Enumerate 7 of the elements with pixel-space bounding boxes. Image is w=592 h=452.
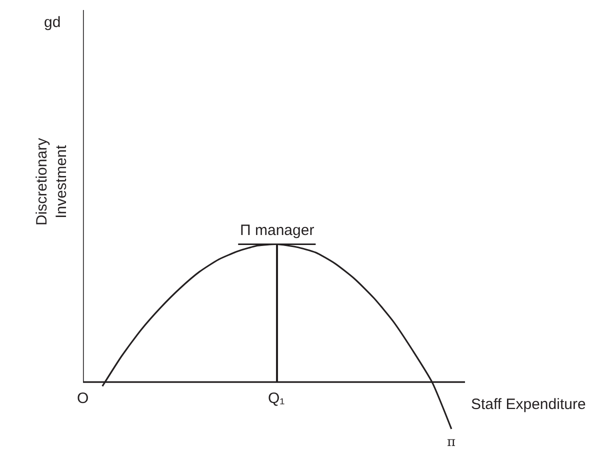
text: gd <box>44 14 61 31</box>
y-axis-title: Discretionary Investment <box>34 137 70 226</box>
x-tick-label: Q₁ <box>268 390 285 407</box>
annotation: Π manager <box>240 222 314 239</box>
x-tick-label: O <box>77 390 89 407</box>
x-axis-title: Staff Expenditure <box>471 396 586 413</box>
series-label: π <box>447 435 456 450</box>
